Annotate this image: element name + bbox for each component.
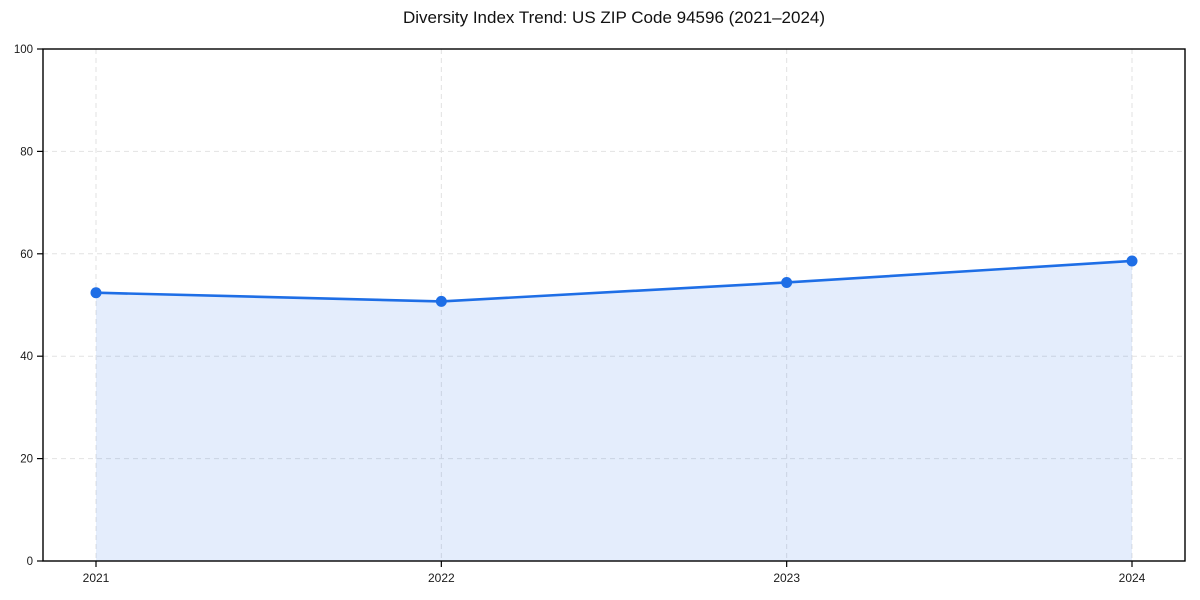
y-tick-label: 20 [20, 454, 33, 466]
y-tick-label: 100 [14, 44, 33, 56]
x-tick-label: 2024 [1119, 571, 1146, 585]
data-point-2022 [435, 295, 447, 307]
data-point-2023 [781, 276, 793, 288]
data-point-2024 [1126, 255, 1138, 267]
y-tick-label: 60 [20, 249, 33, 261]
chart-title: Diversity Index Trend: US ZIP Code 94596… [402, 8, 826, 27]
y-tick-label: 40 [20, 351, 33, 363]
x-tick-label: 2022 [428, 571, 455, 585]
y-tick-label: 0 [27, 556, 33, 568]
area-fill [96, 260, 1132, 561]
data-point-2021 [90, 287, 102, 299]
x-tick-label: 2021 [83, 571, 110, 585]
plot-frame [42, 48, 1186, 562]
y-tick-label: 80 [20, 146, 33, 158]
trend-line [94, 259, 1134, 303]
x-tick-label: 2023 [773, 571, 800, 585]
